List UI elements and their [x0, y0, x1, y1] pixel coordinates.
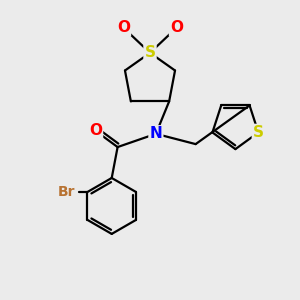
Text: O: O: [117, 20, 130, 35]
Text: Br: Br: [57, 185, 75, 199]
Text: O: O: [170, 20, 183, 35]
Text: N: N: [149, 126, 162, 141]
Text: S: S: [253, 125, 264, 140]
Text: O: O: [89, 123, 102, 138]
Text: S: S: [145, 45, 155, 60]
